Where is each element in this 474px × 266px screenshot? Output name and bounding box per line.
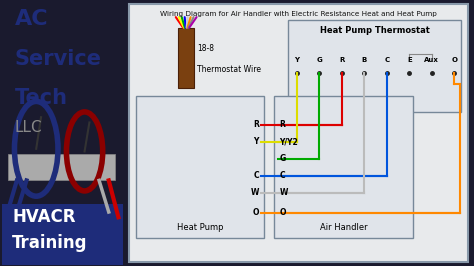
Bar <box>288 20 461 112</box>
Text: Service: Service <box>14 49 101 69</box>
Text: B: B <box>362 57 367 63</box>
Text: R: R <box>253 120 259 129</box>
Text: Heat Pump: Heat Pump <box>177 223 223 232</box>
Text: R: R <box>339 57 345 63</box>
Text: G: G <box>280 154 286 163</box>
Text: Tech: Tech <box>14 88 67 108</box>
Text: O: O <box>451 57 457 63</box>
Text: Air Handler: Air Handler <box>320 223 367 232</box>
Text: Heat Pump Thermostat: Heat Pump Thermostat <box>320 26 430 35</box>
Text: E: E <box>407 57 412 63</box>
Bar <box>2 204 123 265</box>
Text: HVACR: HVACR <box>12 208 75 226</box>
Text: C: C <box>280 171 285 180</box>
Text: AC: AC <box>14 9 48 29</box>
Text: R: R <box>280 120 285 129</box>
Bar <box>136 96 264 238</box>
Text: C: C <box>253 171 259 180</box>
Text: LLC: LLC <box>14 120 42 135</box>
Bar <box>178 28 194 88</box>
Bar <box>9 154 115 180</box>
Text: Y: Y <box>254 137 259 146</box>
Text: O: O <box>280 208 286 217</box>
Bar <box>274 96 413 238</box>
Text: Y/Y2: Y/Y2 <box>280 137 298 146</box>
Text: Aux: Aux <box>424 57 439 63</box>
Text: 18-8: 18-8 <box>197 44 214 53</box>
Text: W: W <box>250 188 259 197</box>
Text: Training: Training <box>12 234 88 252</box>
Text: G: G <box>317 57 322 63</box>
Text: Thermostat Wire: Thermostat Wire <box>197 65 261 74</box>
Text: Wiring Diagram for Air Handler with Electric Resistance Heat and Heat Pump: Wiring Diagram for Air Handler with Elec… <box>160 11 437 16</box>
Text: C: C <box>384 57 390 63</box>
Text: W: W <box>280 188 288 197</box>
Text: O: O <box>252 208 259 217</box>
Text: Y: Y <box>294 57 300 63</box>
